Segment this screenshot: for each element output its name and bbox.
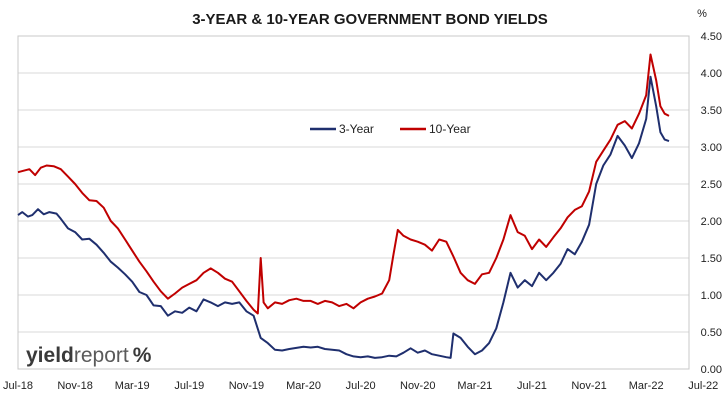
y-tick-label: 2.50 [701, 179, 722, 191]
chart-title: 3-YEAR & 10-YEAR GOVERNMENT BOND YIELDS [192, 11, 548, 28]
chart-gridlines [18, 35, 689, 333]
logo-text: yieldreport% [26, 344, 152, 367]
x-tick-label: Nov-19 [229, 380, 264, 392]
x-tick-label: Jul-21 [517, 380, 547, 392]
logo-part-report: report [74, 344, 129, 367]
y-tick-label: 1.50 [701, 253, 722, 265]
y-tick-label: 3.00 [701, 142, 722, 154]
y-tick-label: 4.00 [701, 68, 722, 80]
x-tick-label: Jul-18 [3, 380, 33, 392]
y-tick-label: 3.50 [701, 105, 722, 117]
x-tick-label: Jul-19 [174, 380, 204, 392]
logo-percent: % [133, 344, 152, 367]
y-tick-label: 4.50 [701, 31, 722, 43]
y-axis: 0.00 0.50 1.00 1.50 2.00 2.50 3.00 3.50 4.00 4.50 [701, 31, 722, 376]
y-tick-label: 0.00 [701, 364, 722, 376]
logo: yieldreport% [26, 344, 152, 367]
x-tick-label: Nov-21 [571, 380, 606, 392]
x-tick-label: Mar-19 [115, 380, 150, 392]
y-tick-label: 2.00 [701, 216, 722, 228]
x-tick-label: Nov-18 [57, 380, 92, 392]
legend-label: 10-Year [429, 122, 471, 136]
x-tick-label: Jul-22 [688, 380, 718, 392]
series-line-10-year [17, 53, 670, 315]
logo-part-yield: yield [26, 344, 74, 367]
legend: 3-Year 10-Year [310, 122, 471, 136]
y-axis-unit-label: % [697, 8, 707, 20]
series-line-3-year [17, 75, 670, 359]
y-tick-label: 0.50 [701, 327, 722, 339]
x-tick-label: Mar-20 [286, 380, 321, 392]
y-tick-label: 1.00 [701, 290, 722, 302]
x-axis: Jul-18 Nov-18 Mar-19 Jul-19 Nov-19 Mar-20 Jul-… [3, 380, 718, 392]
x-tick-label: Mar-21 [457, 380, 492, 392]
x-tick-label: Nov-20 [400, 380, 435, 392]
series-lines [17, 53, 670, 359]
plot-frame [17, 35, 690, 370]
x-tick-label: Jul-20 [346, 380, 376, 392]
x-tick-label: Mar-22 [629, 380, 664, 392]
legend-label: 3-Year [339, 122, 374, 136]
